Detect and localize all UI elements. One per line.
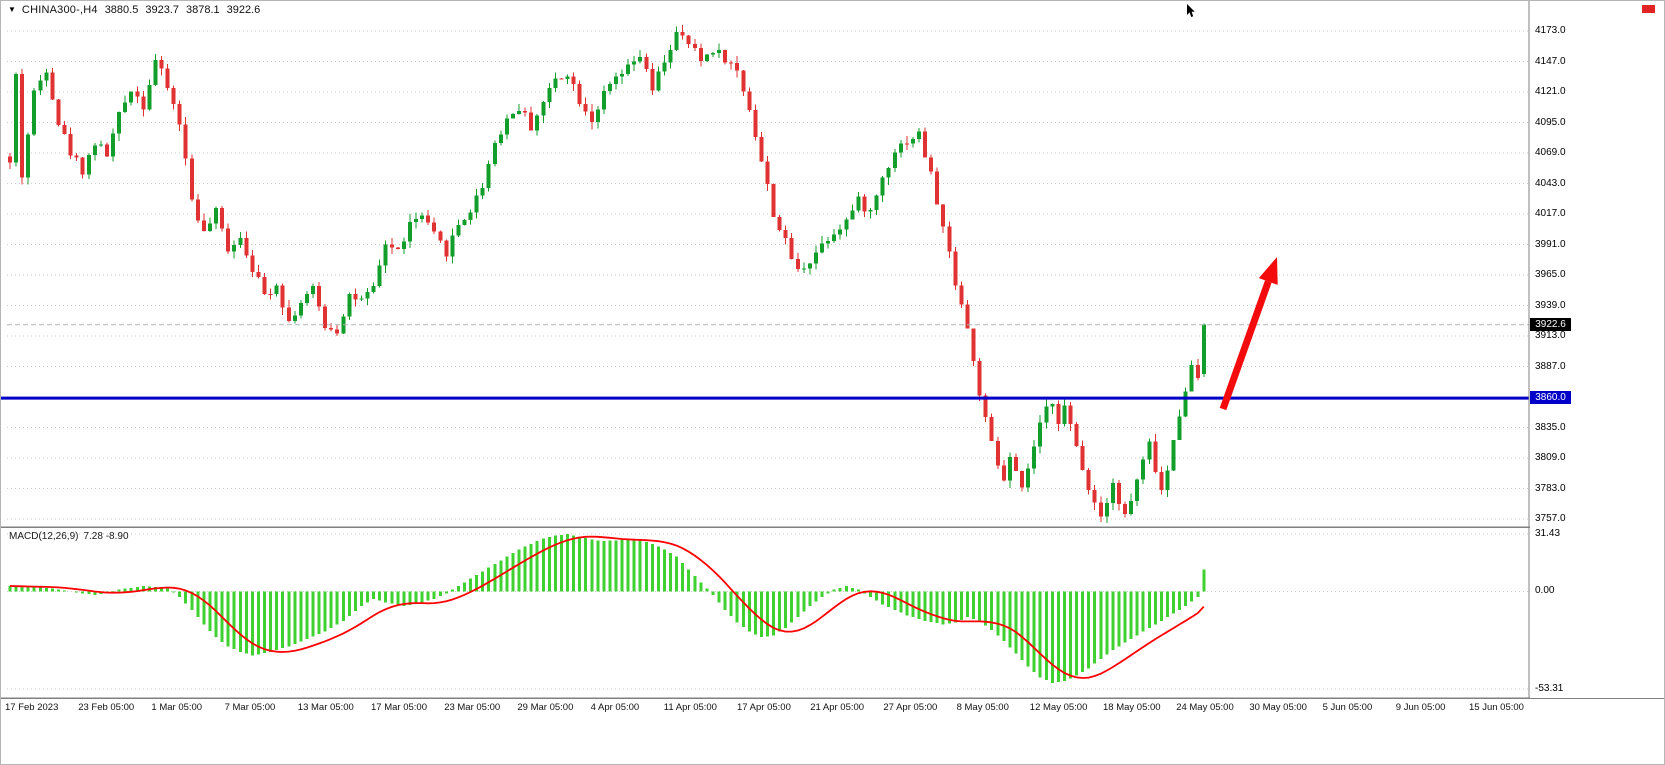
macd-name: MACD(12,26,9) xyxy=(9,531,79,542)
support-price-tag: 3860.0 xyxy=(1530,391,1571,405)
macd-values: 7.28 -8.90 xyxy=(83,531,129,542)
symbol-period-label: CHINA300-,H4 xyxy=(21,4,98,16)
price-axis[interactable] xyxy=(1530,1,1664,698)
ohlc-high-value: 3923.7 xyxy=(145,4,179,16)
mouse-cursor-icon xyxy=(1187,4,1195,17)
ohlc-open-value: 3880.5 xyxy=(104,4,139,16)
chart-ohlc-header: ▼ CHINA300-,H4 3880.5 3923.7 3878.1 3922… xyxy=(8,4,260,16)
ohlc-low-value: 3878.1 xyxy=(186,4,220,16)
current-price-tag: 3922.6 xyxy=(1530,317,1571,331)
panel-separators xyxy=(1,1,1664,699)
time-axis[interactable] xyxy=(1,699,1664,717)
macd-histogram xyxy=(8,534,1206,683)
macd-signal-line xyxy=(9,535,1205,679)
ohlc-close-value: 3922.6 xyxy=(226,4,261,16)
corner-red-marker xyxy=(1642,5,1655,13)
candlesticks xyxy=(8,25,1206,524)
trend-arrow[interactable] xyxy=(1219,257,1278,411)
symbol-dropdown-icon[interactable]: ▼ xyxy=(8,5,16,14)
gridlines xyxy=(7,30,1529,690)
macd-indicator-label: MACD(12,26,9) 7.28 -8.90 xyxy=(9,531,134,542)
